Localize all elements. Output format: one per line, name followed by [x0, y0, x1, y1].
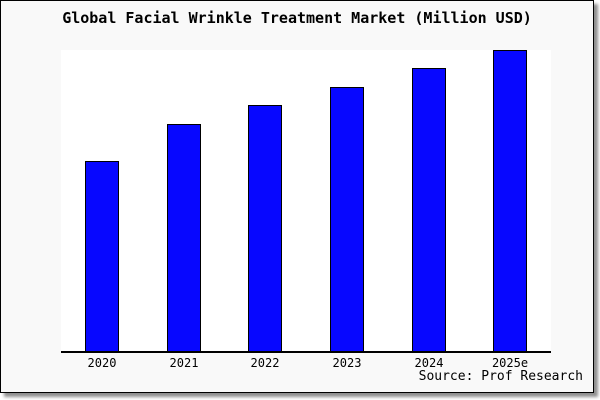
x-tick-label-2023: 2023: [332, 356, 362, 370]
x-axis-tick-labels: 2020 2021 2022 2023 2024 2025e: [61, 356, 551, 370]
bar-2020: [85, 161, 119, 351]
bar-2023: [330, 87, 364, 351]
x-tick-label-2020: 2020: [87, 356, 117, 370]
x-tick-label-2024: 2024: [414, 356, 444, 370]
source-credit: Source: Prof Research: [418, 369, 583, 384]
bar-2022: [248, 105, 282, 351]
chart-title: Global Facial Wrinkle Treatment Market (…: [62, 9, 532, 27]
bar-2021: [167, 124, 201, 351]
x-tick-label-2022: 2022: [250, 356, 280, 370]
bar-2024: [412, 68, 446, 351]
bar-2025e: [493, 50, 527, 351]
x-tick-label-2025e: 2025e: [491, 356, 529, 370]
x-tick-label-2021: 2021: [169, 356, 199, 370]
plot-area: [61, 50, 551, 353]
